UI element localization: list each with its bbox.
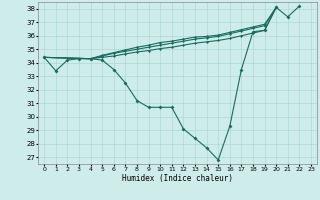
X-axis label: Humidex (Indice chaleur): Humidex (Indice chaleur) — [122, 174, 233, 183]
